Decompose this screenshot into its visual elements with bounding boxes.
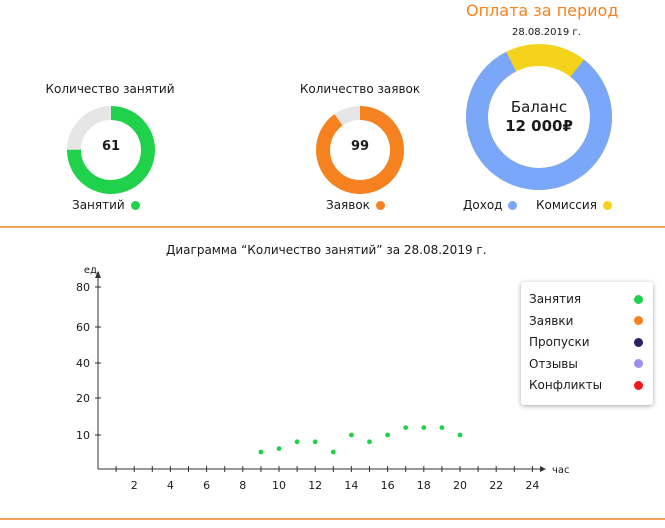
chart-points [258, 425, 463, 455]
income-legend-dot [508, 200, 518, 210]
x-tick-label: 8 [239, 479, 246, 492]
period-title: Оплата за период [466, 1, 619, 20]
x-tick-label: 18 [417, 479, 431, 492]
data-point [258, 449, 264, 455]
data-point [349, 432, 354, 438]
lessons-donut-fill [67, 106, 155, 194]
legend-item-dot [634, 380, 643, 390]
data-point [439, 425, 445, 430]
legend-item: Конфликты [529, 377, 643, 393]
data-point [312, 439, 318, 445]
y-tick-label: 40 [76, 357, 90, 370]
x-tick-label: 20 [453, 479, 467, 492]
requests-donut-fill [316, 106, 404, 194]
commission-legend-label: Комиссия [536, 198, 597, 212]
x-tick-label: 22 [489, 479, 503, 492]
lessons-count: 61 [101, 139, 121, 154]
lessons-legend-dot [130, 200, 140, 210]
x-tick-label: 10 [272, 479, 286, 492]
lessons-donut [67, 106, 155, 194]
data-point [330, 449, 336, 455]
y-tick-label: 80 [76, 281, 90, 294]
legend-item: Занятия [529, 291, 643, 307]
requests-legend-dot [375, 200, 385, 210]
x-tick-label: 16 [381, 479, 395, 492]
x-tick-label: 12 [308, 479, 322, 492]
requests-donut [316, 106, 404, 194]
data-point [276, 446, 282, 451]
x-axis-label: час [552, 465, 570, 476]
income-legend: Доход [463, 198, 518, 212]
legend-item: Заявки [529, 313, 643, 329]
requests-count: 99 [350, 139, 370, 154]
income-legend-label: Доход [463, 198, 503, 212]
data-point [385, 432, 390, 438]
legend-item-label: Пропуски [529, 335, 590, 349]
x-axis-arrow [540, 466, 546, 472]
requests-legend: Заявок [326, 198, 385, 212]
data-point [294, 439, 300, 445]
x-tick-label: 2 [131, 479, 138, 492]
legend-item-label: Конфликты [529, 378, 603, 392]
period-date: 28.08.2019 г. [512, 27, 581, 38]
y-tick-label: 20 [76, 392, 90, 405]
balance-label: Баланс [510, 98, 568, 116]
bottom-divider [0, 518, 665, 520]
legend-item: Пропуски [529, 334, 643, 350]
legend-item-dot [634, 359, 643, 368]
balance-value: 12 000₽ [505, 117, 573, 135]
chart-legend: Занятия Заявки Пропуски Отзывы Конфликты [521, 282, 653, 405]
legend-item-label: Занятия [529, 292, 582, 306]
data-point [403, 425, 409, 430]
top-divider [0, 226, 665, 228]
lessons-legend: Занятий [72, 198, 140, 212]
x-tick-label: 24 [525, 479, 539, 492]
chart-title: Диаграмма “Количество занятий” за 28.08.… [166, 243, 487, 257]
balance-donut [466, 44, 612, 190]
data-point [421, 425, 427, 430]
legend-item-dot [634, 316, 643, 325]
data-point [367, 439, 372, 445]
lessons-legend-label: Занятий [72, 198, 125, 212]
commission-legend: Комиссия [536, 198, 612, 212]
data-point [457, 432, 463, 438]
legend-item: Отзывы [529, 356, 643, 372]
balance-donut-income [466, 44, 612, 190]
legend-item-label: Отзывы [529, 356, 578, 371]
y-tick-label: 60 [76, 321, 90, 334]
y-tick-label: 10 [76, 429, 90, 442]
legend-item-dot [634, 337, 643, 347]
commission-legend-dot [602, 200, 612, 210]
x-tick-label: 4 [167, 479, 174, 492]
lessons-card-title: Количество занятий [45, 82, 175, 96]
x-tick-label: 14 [344, 479, 358, 492]
y-axis-label: ед. [84, 265, 100, 276]
requests-card-title: Количество заявок [299, 82, 421, 96]
requests-legend-label: Заявок [326, 198, 370, 212]
legend-item-label: Заявки [529, 313, 574, 328]
x-tick-label: 6 [203, 479, 210, 492]
y-axis-arrow [95, 271, 101, 278]
legend-item-dot [634, 294, 643, 304]
